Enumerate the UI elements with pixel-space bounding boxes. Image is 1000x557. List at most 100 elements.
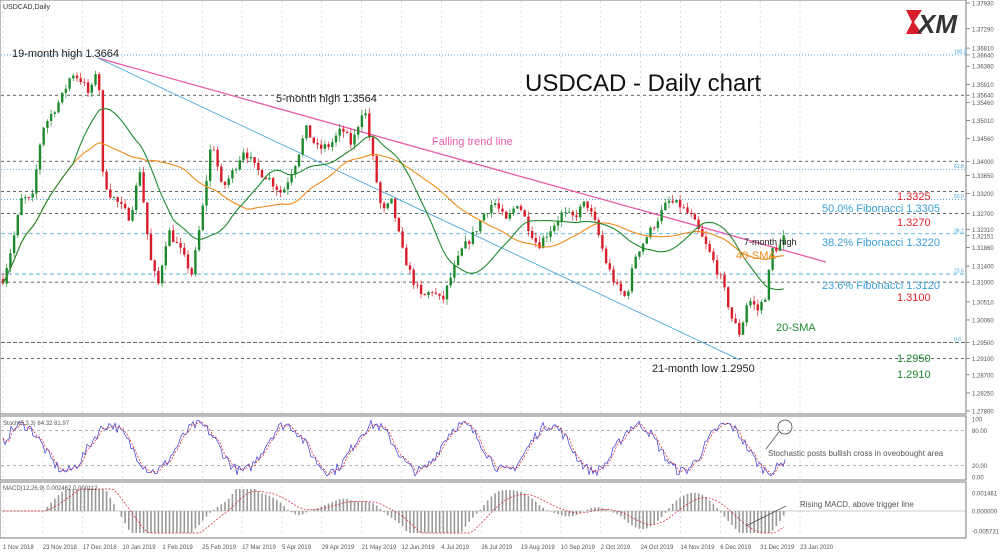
level-label: 1.3325: [897, 191, 931, 203]
candle-body: [49, 113, 53, 121]
fib-level-tag: 38.2: [954, 228, 964, 234]
candle-body: [512, 208, 515, 214]
candle-body: [275, 186, 278, 190]
candle-body: [308, 125, 312, 138]
candle-body: [79, 78, 82, 83]
candle-body: [127, 208, 130, 221]
annotation-trend-line: Falling trend line: [432, 136, 513, 148]
candle-body: [656, 221, 660, 228]
candle-body: [597, 220, 600, 235]
candle-body: [497, 203, 500, 209]
price-tick-label: 1.33200: [972, 192, 994, 198]
stoch-highlight-circle: [777, 419, 793, 435]
candle-body: [764, 299, 767, 302]
annotation-5-month-high: 5-month high 1.3564: [276, 93, 377, 105]
candle-body: [186, 254, 190, 269]
sma-20-line: [2, 108, 784, 291]
price-tick-label: 1.32310: [972, 228, 994, 234]
candle-body: [357, 126, 360, 135]
candle-body: [297, 154, 301, 167]
candle-body: [649, 227, 652, 238]
candle-body: [375, 155, 378, 183]
price-tick-label: 1.36360: [972, 65, 994, 71]
moving-averages: [2, 108, 784, 291]
candle-body: [253, 157, 256, 163]
candle-body: [767, 269, 771, 300]
candle-body: [579, 206, 582, 218]
candle-body: [653, 227, 656, 229]
price-tick-label: 1.31000: [972, 281, 994, 287]
date-axis: 1 Nov 2018 23 Nov 2018 17 Dec 2018 10 Jan 2…: [3, 545, 834, 551]
candle-body: [323, 144, 327, 149]
candle-body: [616, 282, 619, 284]
candle-body: [149, 234, 153, 261]
candle-body: [264, 177, 267, 180]
candle-body: [142, 172, 145, 203]
candle-body: [27, 197, 31, 198]
candle-body: [527, 216, 530, 231]
candle-body: [738, 323, 741, 335]
stoch-axis-label: 100: [972, 418, 983, 424]
candle-body: [771, 248, 774, 270]
candle-body: [571, 211, 574, 216]
annotation-21-month-low: 21-month low 1.2950: [652, 363, 755, 375]
price-tick-label: 1.29500: [972, 341, 994, 347]
candle-body: [486, 213, 489, 215]
stoch-callout-line: [765, 431, 780, 450]
candle-body: [479, 220, 482, 232]
candle-body: [271, 178, 275, 187]
candle-body: [734, 318, 737, 324]
candle-body: [778, 244, 782, 251]
candle-body: [57, 102, 60, 113]
candle-body: [427, 291, 430, 296]
candle-body: [220, 166, 223, 182]
candle-body: [464, 241, 467, 249]
candle-body: [445, 285, 449, 300]
candle-body: [190, 268, 193, 275]
date-tick-label: 2 Oct 2019: [601, 545, 631, 551]
macd-annotation: Rising MACD, above trigger line: [800, 500, 914, 509]
candle-body: [379, 182, 382, 204]
candle-body: [305, 125, 308, 139]
candle-body: [98, 74, 101, 91]
candle-body: [416, 284, 419, 286]
candle-body: [453, 265, 456, 278]
candle-body: [249, 157, 253, 159]
candle-body: [53, 112, 56, 114]
candle-body: [368, 113, 371, 138]
candle-body: [75, 75, 79, 79]
candle-body: [468, 241, 471, 244]
price-tick-label: 1.34560: [972, 137, 994, 143]
candle-body: [701, 228, 704, 237]
price-tick-label: 1.31400: [972, 265, 994, 271]
candle-body: [586, 201, 589, 209]
candle-body: [719, 274, 722, 276]
fib-level-tag: 61.8: [954, 164, 964, 170]
logo-text: XM: [916, 9, 958, 39]
main-panel-frame: [0, 0, 967, 415]
falling-trend-line: [97, 57, 827, 263]
candle-body: [538, 242, 541, 249]
stoch-annotation: Stochastic posts bullish cross in oveobo…: [768, 449, 944, 458]
candle-body: [123, 203, 127, 209]
candle-body: [549, 231, 552, 237]
candle-body: [775, 248, 778, 251]
candle-body: [612, 269, 615, 283]
candle-body: [456, 255, 460, 266]
stoch-d-line: [2, 420, 786, 475]
candle-body: [697, 219, 700, 229]
candle-body: [90, 84, 93, 93]
candle-body: [164, 246, 167, 266]
candle-body: [209, 149, 212, 181]
candle-body: [16, 215, 19, 236]
candle-body: [760, 301, 763, 311]
candle-body: [286, 182, 290, 190]
xm-logo: XM: [906, 9, 958, 39]
candle-body: [604, 248, 608, 264]
candle-body: [564, 211, 567, 213]
candle-body: [690, 212, 693, 215]
candle-body: [382, 203, 386, 209]
candle-body: [545, 236, 549, 238]
price-tick-label: 1.30510: [972, 300, 994, 306]
